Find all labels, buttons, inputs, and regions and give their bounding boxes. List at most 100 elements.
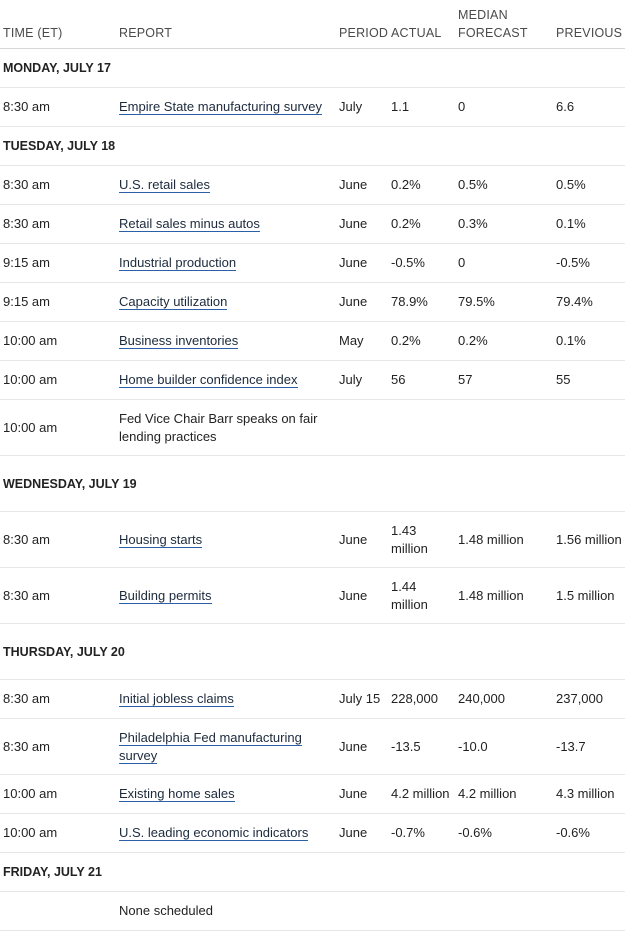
median-forecast-cell: 0.2%: [454, 321, 556, 361]
report-link[interactable]: U.S. retail sales: [119, 177, 211, 193]
column-header-previous: PREVIOUS: [556, 0, 625, 49]
report-link[interactable]: Retail sales minus autos: [119, 216, 260, 232]
actual-cell: 4.2 million: [389, 774, 454, 814]
report-link[interactable]: Building permits: [119, 587, 212, 604]
time-cell: 8:30 am: [0, 511, 119, 568]
median-forecast-cell: 4.2 million: [454, 774, 556, 814]
median-forecast-cell: 0.3%: [454, 204, 556, 244]
time-cell: [0, 891, 119, 931]
time-cell: 9:15 am: [0, 282, 119, 322]
previous-cell: 0.1%: [556, 321, 625, 361]
time-cell: 8:30 am: [0, 165, 119, 205]
median-forecast-cell: [454, 399, 556, 456]
report-cell: Retail sales minus autos: [119, 204, 337, 244]
table-row: 8:30 am U.S. retail sales June 0.2% 0.5% 0.5%: [0, 165, 625, 205]
report-link[interactable]: Existing home sales: [119, 786, 235, 802]
table-row: 10:00 am Business inventories May 0.2% 0.2% 0…: [0, 321, 625, 361]
day-header-row: WEDNESDAY, JULY 19: [0, 455, 625, 512]
column-header-period: PERIOD: [337, 0, 389, 49]
day-header-row: FRIDAY, JULY 21: [0, 852, 625, 892]
period-cell: June: [337, 165, 389, 205]
report-cell: Building permits: [119, 567, 337, 624]
actual-cell: -0.7%: [389, 813, 454, 853]
report-link[interactable]: Industrial production: [119, 255, 237, 271]
day-label: FRIDAY, JULY 21: [0, 852, 625, 892]
time-cell: 10:00 am: [0, 813, 119, 853]
previous-cell: 55: [556, 360, 625, 400]
time-cell: 10:00 am: [0, 321, 119, 361]
median-forecast-cell: [454, 891, 556, 931]
table-header-row: TIME (ET) REPORT PERIOD ACTUAL MEDIAN FO…: [0, 0, 625, 49]
period-cell: [337, 399, 389, 456]
median-forecast-cell: 0: [454, 243, 556, 283]
calendar-body: MONDAY, JULY 17 8:30 am Empire State manuf…: [0, 48, 625, 931]
time-cell: 8:30 am: [0, 567, 119, 624]
median-forecast-cell: 0: [454, 87, 556, 127]
table-row: 8:30 am Empire State manufacturing survey…: [0, 87, 625, 127]
actual-cell: 56: [389, 360, 454, 400]
actual-cell: 78.9%: [389, 282, 454, 322]
day-label: THURSDAY, JULY 20: [0, 623, 625, 680]
actual-cell: 1.43 million: [389, 511, 454, 568]
previous-cell: 6.6: [556, 87, 625, 127]
previous-cell: 4.3 million: [556, 774, 625, 814]
report-cell: Capacity utilization: [119, 282, 337, 322]
period-cell: June: [337, 567, 389, 624]
column-header-report: REPORT: [119, 0, 337, 49]
report-link[interactable]: Business inventories: [119, 333, 239, 349]
previous-cell: 237,000: [556, 679, 625, 719]
report-cell: U.S. retail sales: [119, 165, 337, 205]
median-forecast-cell: 79.5%: [454, 282, 556, 322]
report-cell: U.S. leading economic indicators: [119, 813, 337, 853]
table-row: None scheduled: [0, 891, 625, 931]
column-header-actual: ACTUAL: [389, 0, 454, 49]
actual-cell: -0.5%: [389, 243, 454, 283]
period-cell: June: [337, 813, 389, 853]
table-row: 8:30 am Philadelphia Fed manufacturing su…: [0, 718, 625, 775]
table-row: 10:00 am Home builder confidence index Jul…: [0, 360, 625, 400]
table-row: 8:30 am Initial jobless claims July 15 228,…: [0, 679, 625, 719]
report-link[interactable]: Philadelphia Fed manufacturing survey: [119, 729, 302, 764]
actual-cell: 1.44 million: [389, 567, 454, 624]
table-row: 8:30 am Retail sales minus autos June 0.2% 0…: [0, 204, 625, 244]
day-label: WEDNESDAY, JULY 19: [0, 455, 625, 512]
actual-cell: 1.1: [389, 87, 454, 127]
previous-cell: 0.1%: [556, 204, 625, 244]
median-forecast-cell: 0.5%: [454, 165, 556, 205]
previous-cell: 79.4%: [556, 282, 625, 322]
report-text: Fed Vice Chair Barr speaks on fair lendi…: [119, 410, 318, 444]
report-link[interactable]: U.S. leading economic indicators: [119, 825, 309, 841]
median-forecast-cell: 240,000: [454, 679, 556, 719]
previous-cell: 1.5 million: [556, 567, 625, 624]
report-cell: Home builder confidence index: [119, 360, 337, 400]
period-cell: May: [337, 321, 389, 361]
period-cell: June: [337, 511, 389, 568]
report-link[interactable]: Empire State manufacturing survey: [119, 99, 323, 115]
period-cell: July 15: [337, 679, 389, 719]
period-cell: July: [337, 87, 389, 127]
time-cell: 8:30 am: [0, 679, 119, 719]
period-cell: June: [337, 774, 389, 814]
previous-cell: [556, 891, 625, 931]
period-cell: June: [337, 243, 389, 283]
column-header-time: TIME (ET): [0, 0, 119, 49]
report-cell: Fed Vice Chair Barr speaks on fair lendi…: [119, 399, 337, 456]
actual-cell: [389, 399, 454, 456]
table-row: 8:30 am Housing starts June 1.43 million 1.4…: [0, 511, 625, 568]
period-cell: June: [337, 282, 389, 322]
report-cell: Business inventories: [119, 321, 337, 361]
report-link[interactable]: Initial jobless claims: [119, 691, 234, 707]
report-link[interactable]: Home builder confidence index: [119, 372, 298, 388]
day-label: MONDAY, JULY 17: [0, 48, 625, 88]
time-cell: 8:30 am: [0, 87, 119, 127]
report-link[interactable]: Capacity utilization: [119, 294, 228, 310]
period-cell: June: [337, 718, 389, 775]
day-header-row: TUESDAY, JULY 18: [0, 126, 625, 166]
previous-cell: -13.7: [556, 718, 625, 775]
report-link[interactable]: Housing starts: [119, 531, 203, 548]
report-cell: Initial jobless claims: [119, 679, 337, 719]
table-row: 10:00 am Fed Vice Chair Barr speaks on fa…: [0, 399, 625, 456]
actual-cell: 0.2%: [389, 204, 454, 244]
table-row: 10:00 am U.S. leading economic indicators…: [0, 813, 625, 853]
